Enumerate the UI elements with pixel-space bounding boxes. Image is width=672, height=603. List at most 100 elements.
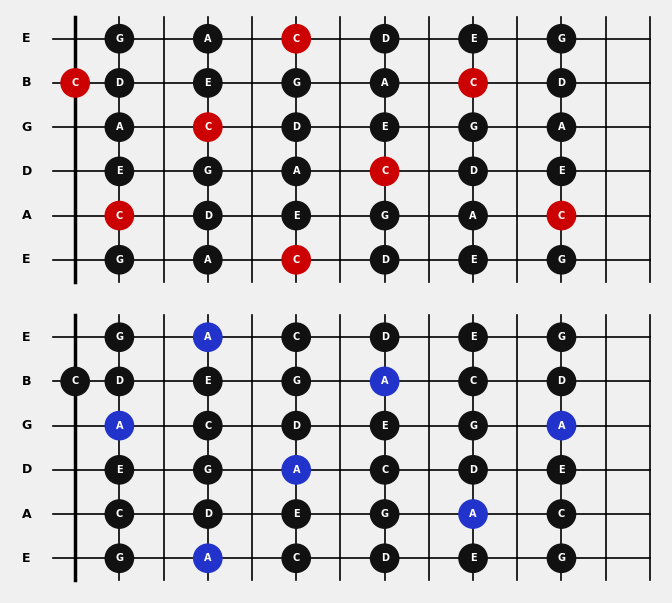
Circle shape — [370, 367, 398, 396]
Text: E: E — [381, 122, 388, 132]
Circle shape — [547, 25, 576, 53]
Text: C: C — [116, 509, 123, 519]
Circle shape — [370, 245, 398, 274]
Text: E: E — [116, 166, 123, 176]
Circle shape — [547, 69, 576, 97]
Circle shape — [106, 323, 134, 352]
Circle shape — [282, 367, 310, 396]
Text: C: C — [381, 166, 388, 176]
Text: B: B — [22, 77, 32, 89]
Circle shape — [370, 157, 398, 186]
Text: G: G — [204, 465, 212, 475]
Circle shape — [459, 544, 487, 572]
Circle shape — [282, 245, 310, 274]
Circle shape — [194, 245, 222, 274]
Text: E: E — [204, 376, 211, 387]
Text: A: A — [469, 509, 477, 519]
Text: E: E — [22, 552, 31, 565]
Circle shape — [547, 113, 576, 141]
Circle shape — [106, 544, 134, 572]
Circle shape — [282, 69, 310, 97]
Text: C: C — [204, 421, 212, 431]
Text: A: A — [204, 34, 212, 43]
Text: A: A — [469, 210, 477, 221]
Text: A: A — [292, 465, 300, 475]
Text: C: C — [558, 210, 565, 221]
Text: D: D — [22, 463, 32, 476]
Text: E: E — [293, 210, 300, 221]
Circle shape — [547, 157, 576, 186]
Circle shape — [459, 323, 487, 352]
Text: E: E — [293, 509, 300, 519]
Circle shape — [282, 157, 310, 186]
Text: A: A — [381, 376, 388, 387]
Circle shape — [194, 69, 222, 97]
Text: A: A — [204, 332, 212, 342]
Circle shape — [282, 323, 310, 352]
Circle shape — [370, 411, 398, 440]
Text: A: A — [116, 122, 123, 132]
Circle shape — [547, 367, 576, 396]
Circle shape — [282, 500, 310, 528]
Text: G: G — [116, 34, 124, 43]
Circle shape — [370, 113, 398, 141]
Text: A: A — [204, 554, 212, 563]
Circle shape — [370, 500, 398, 528]
Text: E: E — [470, 34, 476, 43]
Circle shape — [370, 25, 398, 53]
Circle shape — [106, 25, 134, 53]
Text: G: G — [292, 78, 300, 88]
Circle shape — [106, 500, 134, 528]
Text: D: D — [469, 465, 477, 475]
Circle shape — [459, 69, 487, 97]
Circle shape — [282, 411, 310, 440]
Circle shape — [194, 456, 222, 484]
Text: G: G — [22, 419, 32, 432]
Circle shape — [106, 69, 134, 97]
Text: D: D — [292, 421, 300, 431]
Text: G: G — [558, 255, 565, 265]
Text: E: E — [558, 465, 564, 475]
Circle shape — [194, 544, 222, 572]
Circle shape — [106, 411, 134, 440]
Text: A: A — [22, 508, 32, 520]
Circle shape — [547, 411, 576, 440]
Text: G: G — [292, 376, 300, 387]
Circle shape — [547, 500, 576, 528]
Circle shape — [547, 201, 576, 230]
Text: E: E — [22, 253, 31, 267]
Text: D: D — [558, 78, 565, 88]
Circle shape — [370, 456, 398, 484]
Text: A: A — [22, 209, 32, 222]
Circle shape — [547, 456, 576, 484]
Circle shape — [370, 323, 398, 352]
Text: G: G — [116, 554, 124, 563]
Circle shape — [547, 544, 576, 572]
Text: E: E — [116, 465, 123, 475]
Circle shape — [459, 500, 487, 528]
Circle shape — [106, 245, 134, 274]
Text: D: D — [380, 255, 388, 265]
Circle shape — [194, 500, 222, 528]
Text: D: D — [380, 34, 388, 43]
Circle shape — [194, 323, 222, 352]
Text: A: A — [292, 166, 300, 176]
Text: E: E — [470, 332, 476, 342]
Text: G: G — [469, 122, 477, 132]
Circle shape — [459, 367, 487, 396]
Circle shape — [194, 157, 222, 186]
Circle shape — [106, 367, 134, 396]
Text: D: D — [469, 166, 477, 176]
Text: C: C — [292, 34, 300, 43]
Text: A: A — [558, 421, 565, 431]
Text: C: C — [292, 554, 300, 563]
Circle shape — [370, 69, 398, 97]
Text: D: D — [22, 165, 32, 178]
Circle shape — [547, 323, 576, 352]
Circle shape — [370, 201, 398, 230]
Text: E: E — [381, 421, 388, 431]
Text: C: C — [116, 210, 123, 221]
Circle shape — [459, 113, 487, 141]
Text: B: B — [22, 375, 32, 388]
Text: D: D — [292, 122, 300, 132]
